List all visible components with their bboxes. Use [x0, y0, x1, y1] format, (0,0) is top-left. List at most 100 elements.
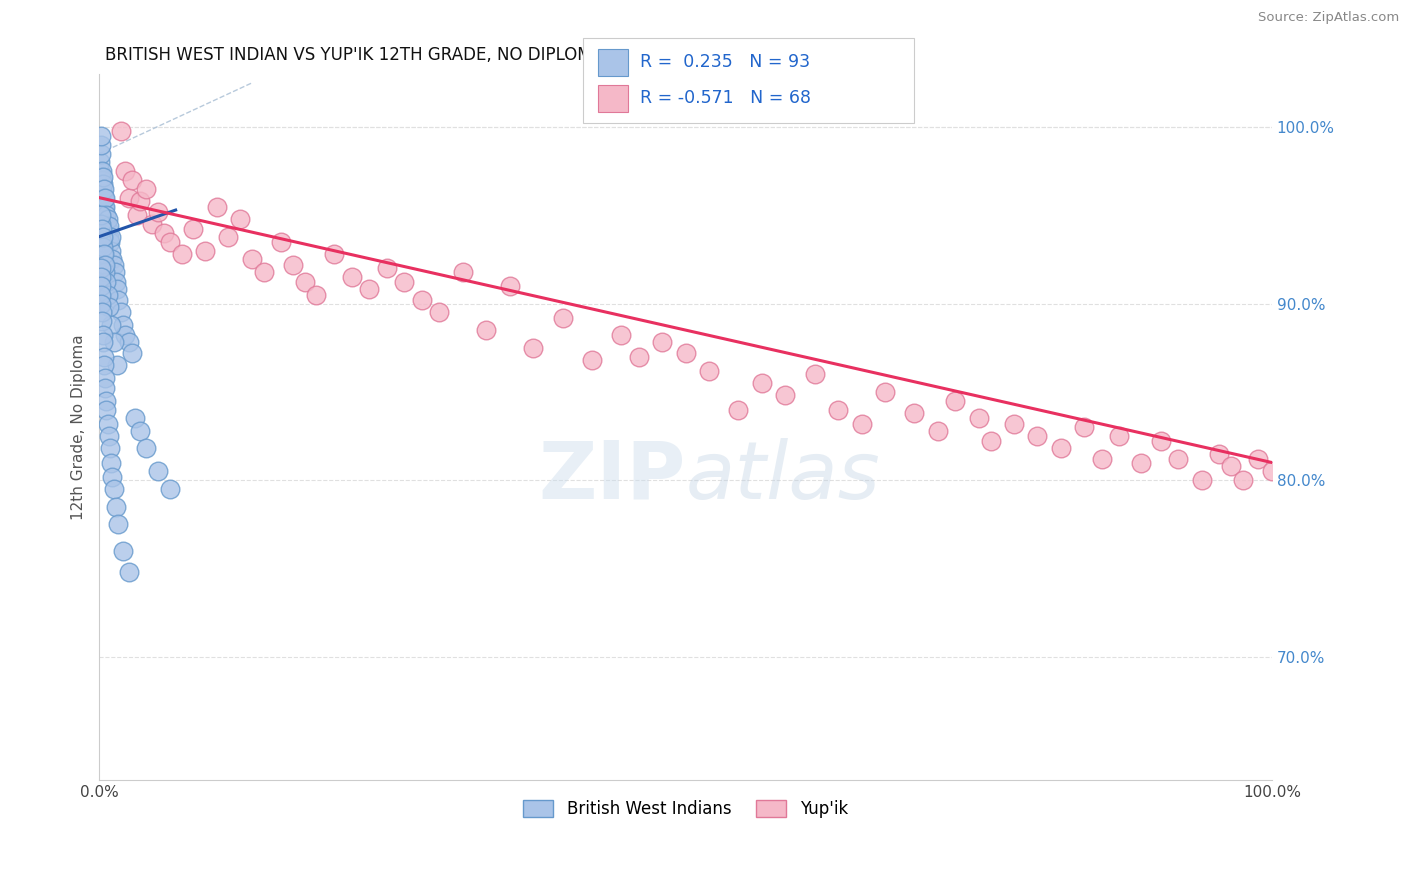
Point	[90, 261, 112, 276]
Point	[1232, 473, 1254, 487]
Point	[1050, 442, 1073, 456]
Point	[1073, 420, 1095, 434]
Point	[107, 293, 129, 307]
Point	[97, 229, 120, 244]
Point	[104, 500, 127, 514]
Text: R = -0.571   N = 68: R = -0.571 N = 68	[640, 89, 811, 107]
Point	[90, 200, 112, 214]
Point	[118, 335, 141, 350]
Point	[1108, 429, 1130, 443]
Point	[281, 258, 304, 272]
Point	[451, 265, 474, 279]
Point	[97, 287, 120, 301]
Point	[217, 229, 239, 244]
Point	[93, 350, 115, 364]
Point	[146, 204, 169, 219]
Point	[159, 482, 181, 496]
Point	[90, 169, 112, 184]
Point	[94, 258, 117, 272]
Point	[340, 270, 363, 285]
Point	[229, 211, 252, 226]
Point	[96, 217, 118, 231]
Point	[90, 226, 112, 240]
Point	[551, 310, 574, 325]
Point	[114, 164, 136, 178]
Point	[91, 240, 114, 254]
Point	[94, 191, 117, 205]
Point	[252, 265, 274, 279]
Point	[94, 211, 117, 226]
Point	[96, 402, 118, 417]
Point	[90, 208, 112, 222]
Point	[967, 411, 990, 425]
Point	[240, 252, 263, 267]
Point	[1191, 473, 1213, 487]
Point	[927, 424, 949, 438]
Point	[522, 341, 544, 355]
Point	[101, 469, 124, 483]
Point	[114, 328, 136, 343]
Point	[775, 388, 797, 402]
Point	[294, 276, 316, 290]
Point	[90, 235, 112, 249]
Point	[153, 226, 176, 240]
Point	[727, 402, 749, 417]
Point	[97, 222, 120, 236]
Point	[90, 222, 112, 236]
Point	[118, 191, 141, 205]
Point	[89, 173, 111, 187]
Point	[110, 123, 132, 137]
Point	[1247, 452, 1270, 467]
Point	[103, 335, 125, 350]
Point	[94, 381, 117, 395]
Point	[89, 164, 111, 178]
Point	[411, 293, 433, 307]
Point	[194, 244, 217, 258]
Point	[135, 442, 157, 456]
Point	[359, 283, 381, 297]
Point	[94, 265, 117, 279]
Point	[270, 235, 292, 249]
Text: ZIP: ZIP	[538, 438, 686, 516]
Point	[97, 417, 120, 431]
Point	[91, 335, 114, 350]
Point	[91, 169, 114, 184]
Point	[159, 235, 181, 249]
Point	[1002, 417, 1025, 431]
Point	[90, 164, 112, 178]
Point	[104, 265, 127, 279]
Text: atlas: atlas	[686, 438, 880, 516]
Point	[429, 305, 451, 319]
Point	[141, 217, 163, 231]
Point	[90, 191, 112, 205]
Point	[1149, 434, 1171, 449]
Point	[91, 247, 114, 261]
Point	[979, 434, 1001, 449]
Point	[90, 182, 112, 196]
Point	[91, 328, 114, 343]
Point	[90, 270, 112, 285]
Point	[111, 318, 134, 332]
Point	[98, 442, 121, 456]
Point	[90, 305, 112, 319]
Point	[1091, 452, 1114, 467]
Point	[104, 276, 127, 290]
Point	[97, 219, 120, 233]
Point	[90, 137, 112, 152]
Point	[135, 182, 157, 196]
Point	[100, 229, 122, 244]
Point	[873, 384, 896, 399]
Point	[101, 252, 124, 267]
Point	[111, 543, 134, 558]
Point	[96, 276, 118, 290]
Point	[96, 208, 118, 222]
Point	[94, 200, 117, 214]
Point	[205, 200, 228, 214]
Point	[89, 155, 111, 169]
Point	[93, 200, 115, 214]
Point	[103, 482, 125, 496]
Point	[110, 305, 132, 319]
Point	[803, 368, 825, 382]
Point	[98, 235, 121, 249]
Point	[1026, 429, 1049, 443]
